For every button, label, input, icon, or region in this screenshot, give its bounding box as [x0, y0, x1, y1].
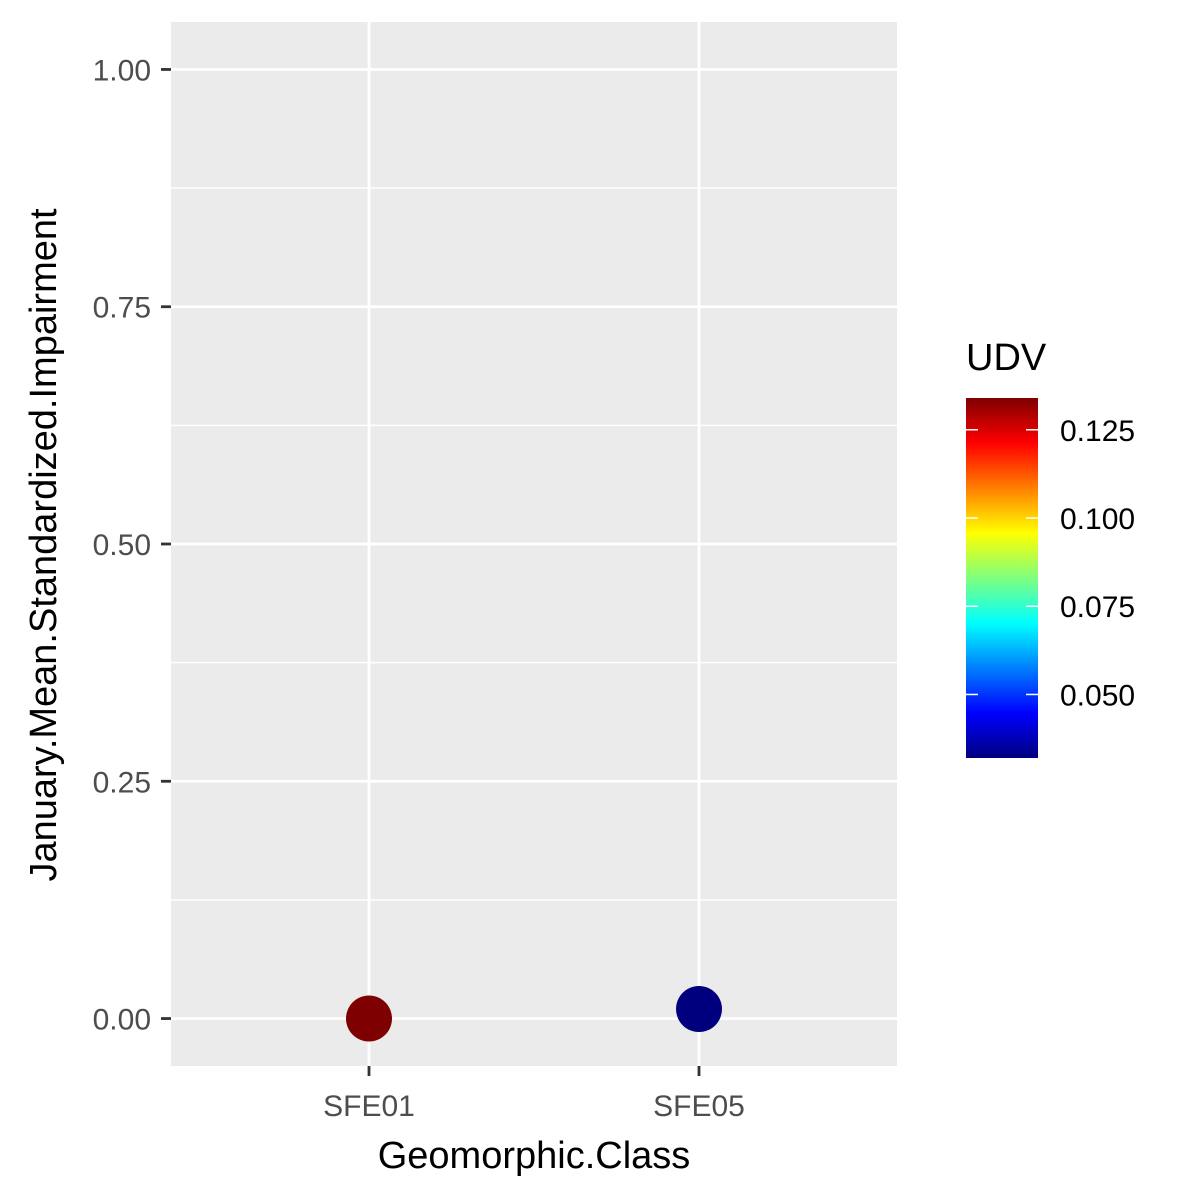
legend-colorbar — [966, 398, 1038, 758]
legend-label: 0.075 — [1060, 591, 1135, 624]
data-points — [346, 986, 722, 1042]
color-legend: UDV 0.050 0.075 0.100 0.125 — [966, 337, 1135, 758]
x-axis: SFE01 SFE05 — [323, 1066, 745, 1123]
y-axis-title: January.Mean.Standardized.Impairment — [23, 208, 65, 882]
x-axis-title: Geomorphic.Class — [378, 1135, 691, 1177]
x-tick-label: SFE05 — [653, 1090, 745, 1123]
legend-label: 0.100 — [1060, 503, 1135, 536]
y-tick-label: 0.50 — [93, 529, 151, 562]
legend-label: 0.050 — [1060, 679, 1135, 712]
x-tick-label: SFE01 — [323, 1090, 415, 1123]
y-axis: 0.00 0.25 0.50 0.75 1.00 — [93, 54, 171, 1037]
y-tick-label: 1.00 — [93, 54, 151, 87]
legend-label: 0.125 — [1060, 415, 1135, 448]
legend-title: UDV — [966, 337, 1047, 379]
legend-ticks: 0.050 0.075 0.100 0.125 — [966, 415, 1135, 712]
minor-gridlines — [171, 187, 897, 901]
data-point-sfe05 — [676, 986, 722, 1033]
data-point-sfe01 — [346, 995, 392, 1042]
major-gridlines — [171, 22, 897, 1066]
y-tick-label: 0.25 — [93, 766, 151, 799]
y-tick-label: 0.75 — [93, 292, 151, 325]
y-tick-label: 0.00 — [93, 1004, 151, 1037]
